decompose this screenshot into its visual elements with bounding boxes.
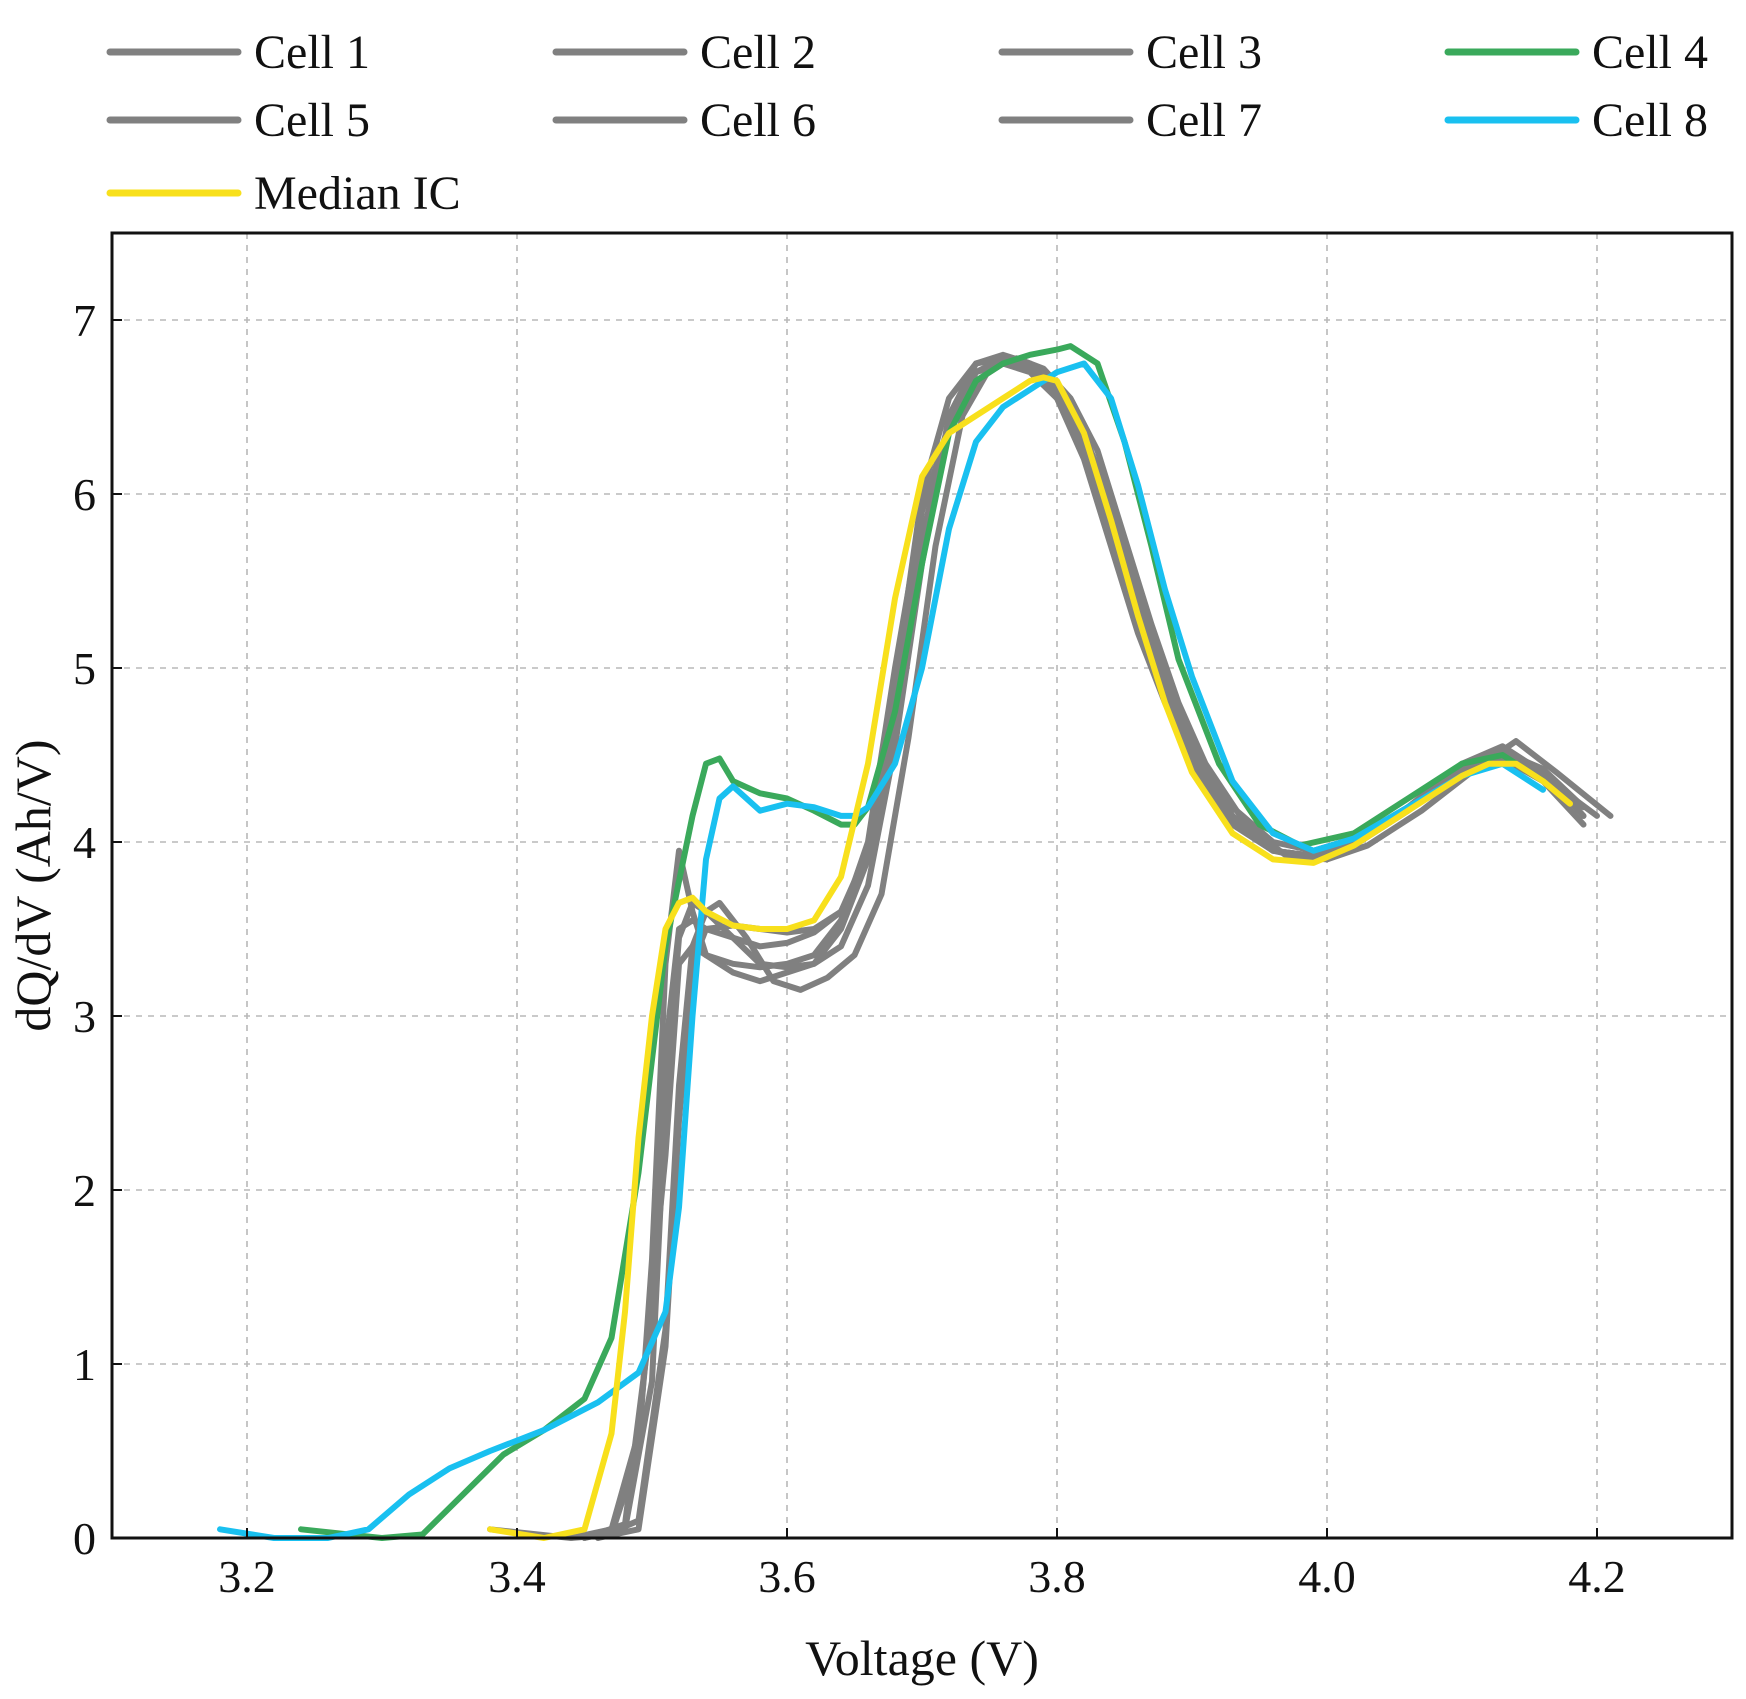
x-tick-label: 3.2 — [218, 1551, 276, 1602]
y-tick-label: 6 — [73, 469, 96, 520]
legend-label-cell-6: Cell 6 — [700, 94, 816, 147]
series-line-cell-6 — [595, 355, 1614, 1541]
y-tick-label: 2 — [73, 1165, 96, 1216]
legend-label-cell-2: Cell 2 — [700, 26, 816, 79]
legend: Cell 1 Cell 2 Cell 3 Cell 4 Cell 5 Cell 6 Cell… — [106, 26, 1708, 220]
plot-frame — [110, 231, 1734, 1540]
x-tick-label: 3.8 — [1028, 1551, 1086, 1602]
series-line-cell-8 — [217, 360, 1546, 1541]
y-tick-label: 1 — [73, 1339, 96, 1390]
legend-label-cell-1: Cell 1 — [254, 26, 370, 79]
series-line-cell-5 — [581, 355, 1587, 1541]
series-line-cell-3 — [581, 351, 1587, 1541]
series-lines — [217, 343, 1614, 1541]
legend-label-cell-7: Cell 7 — [1146, 94, 1262, 147]
y-axis-ticks: 0 1 2 3 4 5 6 7 — [73, 295, 122, 1564]
legend-label-cell-8: Cell 8 — [1592, 94, 1708, 147]
y-tick-label: 3 — [73, 991, 96, 1042]
y-tick-label: 7 — [73, 295, 96, 346]
y-tick-label: 0 — [73, 1513, 96, 1564]
x-axis-label: Voltage (V) — [805, 1630, 1039, 1686]
legend-label-cell-5: Cell 5 — [254, 94, 370, 147]
y-axis-label: dQ/dV (Ah/V) — [5, 739, 61, 1031]
y-tick-label: 4 — [73, 817, 96, 868]
legend-label-cell-4: Cell 4 — [1592, 26, 1708, 79]
x-tick-label: 3.4 — [488, 1551, 546, 1602]
x-tick-label: 4.2 — [1568, 1551, 1626, 1602]
legend-label-cell-3: Cell 3 — [1146, 26, 1262, 79]
series-line-median-ic — [487, 374, 1573, 1541]
x-tick-label: 3.6 — [758, 1551, 816, 1602]
x-tick-label: 4.0 — [1298, 1551, 1356, 1602]
series-line-cell-2 — [568, 360, 1600, 1541]
legend-label-median-ic: Median IC — [254, 167, 461, 220]
x-axis-ticks: 3.2 3.4 3.6 3.8 4.0 4.2 — [218, 1528, 1626, 1602]
grid — [112, 233, 1732, 1538]
y-tick-label: 5 — [73, 643, 96, 694]
